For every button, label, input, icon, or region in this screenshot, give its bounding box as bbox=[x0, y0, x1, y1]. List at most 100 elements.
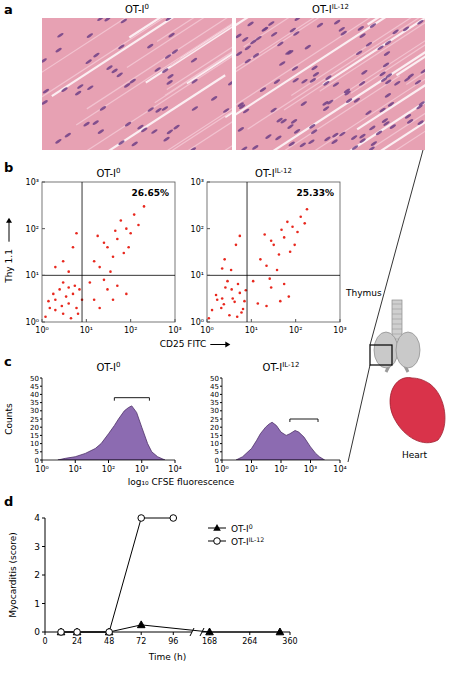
event-dot bbox=[242, 308, 245, 311]
trachea-ring bbox=[392, 324, 402, 325]
y-tick-label: 15 bbox=[210, 432, 219, 440]
nucleus bbox=[377, 45, 384, 51]
nucleus bbox=[359, 133, 366, 139]
nucleus bbox=[173, 124, 180, 130]
figure: abcdOT-I0OT-IIL-12OT-I026.65%10⁰10¹10²10… bbox=[0, 0, 452, 682]
nucleus bbox=[357, 25, 364, 31]
event-dot bbox=[54, 309, 57, 312]
nucleus bbox=[268, 20, 275, 26]
y-tick bbox=[220, 394, 222, 395]
nucleus bbox=[344, 90, 351, 96]
nucleus bbox=[167, 73, 174, 79]
nucleus bbox=[417, 19, 424, 25]
fiber bbox=[396, 18, 425, 75]
nucleus bbox=[270, 31, 277, 37]
y-tick bbox=[40, 427, 42, 428]
event-dot bbox=[283, 236, 286, 239]
y-tick-label: 3 bbox=[34, 542, 40, 552]
quadrant-line bbox=[207, 275, 340, 276]
x-tick bbox=[141, 460, 142, 463]
trachea-ring bbox=[392, 304, 402, 305]
nucleus bbox=[351, 145, 358, 150]
nucleus bbox=[118, 44, 125, 50]
nucleus bbox=[414, 79, 421, 85]
nucleus bbox=[333, 19, 340, 25]
y-tick-label: 4 bbox=[34, 513, 40, 523]
nucleus bbox=[265, 133, 272, 139]
marker-circle bbox=[58, 629, 65, 636]
nucleus bbox=[369, 22, 376, 28]
nucleus bbox=[97, 18, 104, 22]
panel-letter: c bbox=[4, 354, 12, 369]
nucleus bbox=[236, 51, 243, 57]
panel-letter: a bbox=[4, 2, 13, 17]
legend-label: OT-I0 bbox=[231, 522, 253, 534]
event-dot bbox=[93, 260, 96, 263]
fiber bbox=[350, 21, 425, 150]
nucleus bbox=[155, 107, 162, 113]
nucleus bbox=[164, 53, 171, 59]
event-dot bbox=[208, 317, 211, 320]
nucleus bbox=[279, 60, 286, 66]
event-dot bbox=[230, 269, 233, 272]
fiber bbox=[408, 85, 425, 150]
nucleus bbox=[92, 120, 99, 126]
y-tick-label: 45 bbox=[210, 383, 219, 391]
nucleus bbox=[147, 43, 154, 49]
x-tick bbox=[281, 460, 282, 463]
legend-marker bbox=[214, 538, 221, 545]
event-dot bbox=[236, 315, 239, 318]
nucleus bbox=[292, 77, 299, 83]
panel-letter: d bbox=[4, 494, 13, 509]
nucleus bbox=[141, 127, 148, 133]
nucleus bbox=[301, 78, 308, 84]
y-tick-label: 50 bbox=[210, 375, 219, 383]
y-tick bbox=[207, 275, 210, 276]
x-tick-label: 10⁰ bbox=[200, 326, 213, 335]
event-dot bbox=[112, 298, 115, 301]
nucleus bbox=[191, 105, 198, 111]
nucleus bbox=[369, 125, 376, 131]
x-tick-label: 0 bbox=[42, 637, 47, 646]
panel-title: OT-I0 bbox=[96, 167, 120, 179]
event-dot bbox=[265, 305, 268, 308]
event-dot bbox=[116, 238, 119, 241]
y-tick-label: 25 bbox=[210, 416, 219, 424]
event-dot bbox=[125, 293, 128, 296]
legend-label: OT-IIL-12 bbox=[231, 535, 264, 547]
x-tick-label: 10² bbox=[124, 326, 137, 335]
superscript: 0 bbox=[145, 3, 149, 11]
axis-arrow bbox=[9, 220, 10, 242]
y-tick bbox=[40, 435, 42, 436]
event-dot bbox=[96, 235, 99, 238]
y-tick-label: 10¹ bbox=[191, 271, 204, 280]
plot-area bbox=[42, 182, 175, 322]
trachea-ring bbox=[392, 334, 402, 335]
y-tick bbox=[42, 632, 45, 633]
nucleus bbox=[111, 68, 118, 74]
nucleus bbox=[381, 117, 388, 123]
nucleus bbox=[389, 124, 396, 130]
event-dot bbox=[221, 297, 224, 300]
y-tick bbox=[40, 460, 42, 461]
nucleus bbox=[324, 136, 331, 142]
axis-arrow-head bbox=[225, 342, 230, 348]
fiber bbox=[187, 18, 232, 83]
nucleus bbox=[270, 107, 277, 113]
event-dot bbox=[62, 260, 65, 263]
event-dot bbox=[133, 213, 136, 216]
nucleus bbox=[325, 75, 332, 81]
event-dot bbox=[223, 303, 226, 306]
y-tick-label: 40 bbox=[30, 391, 39, 399]
x-tick bbox=[340, 460, 341, 463]
nucleus bbox=[241, 146, 248, 150]
nucleus bbox=[151, 128, 158, 134]
plot-area bbox=[207, 182, 340, 322]
fiber bbox=[91, 73, 232, 150]
nucleus bbox=[300, 100, 307, 106]
x-tick-label: 10¹ bbox=[80, 326, 93, 335]
y-tick-label: 10¹ bbox=[26, 271, 39, 280]
nucleus bbox=[227, 80, 232, 86]
nucleus bbox=[242, 108, 249, 114]
nucleus bbox=[392, 29, 399, 35]
